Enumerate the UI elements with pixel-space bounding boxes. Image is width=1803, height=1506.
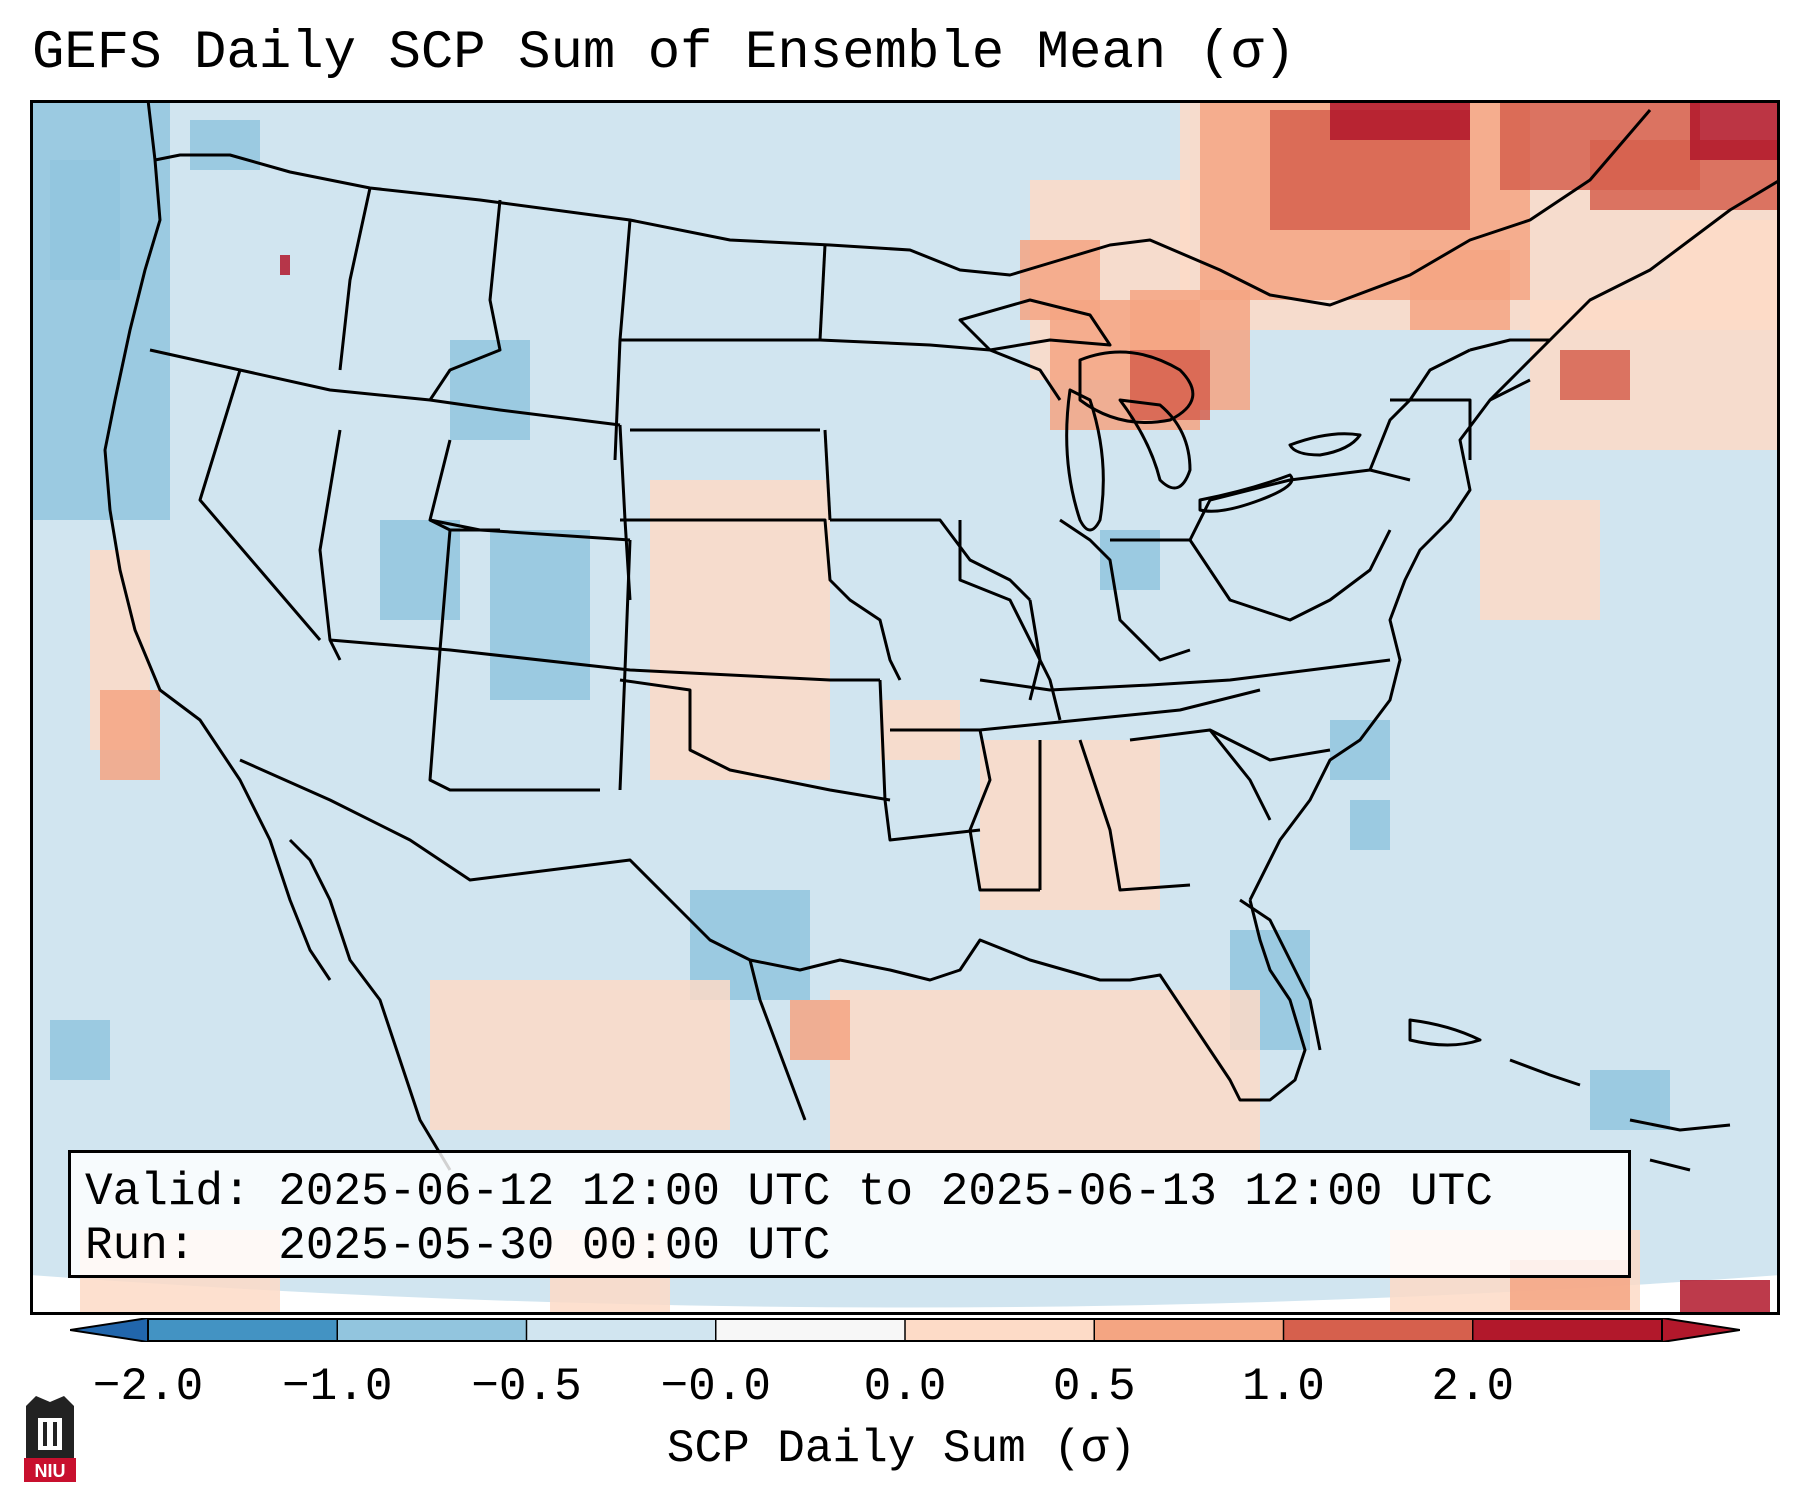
anomaly-cell bbox=[1330, 720, 1390, 780]
anomaly-cell bbox=[1410, 250, 1510, 330]
map-frame bbox=[30, 100, 1780, 1315]
anomaly-cell bbox=[450, 340, 530, 440]
state-borders bbox=[103, 100, 1780, 1172]
run-value: 2025-05-30 00:00 UTC bbox=[278, 1220, 831, 1272]
colorbar-extend-high bbox=[1661, 1318, 1740, 1342]
anomaly-cell bbox=[980, 740, 1160, 910]
anomaly-cell bbox=[1670, 220, 1780, 320]
anomaly-cell bbox=[1560, 350, 1630, 400]
logo-text: NIU bbox=[35, 1461, 66, 1481]
colorbar-tick-label: −0.0 bbox=[660, 1361, 771, 1413]
colorbar-extend-low bbox=[70, 1318, 149, 1342]
anomaly-cell bbox=[430, 980, 730, 1130]
anomaly-cell bbox=[50, 160, 120, 280]
anomaly-cell bbox=[490, 530, 590, 700]
colorbar-tick-label: 2.0 bbox=[1431, 1361, 1515, 1413]
anomaly-cell bbox=[650, 480, 830, 780]
colorbar-tick-label: 0.0 bbox=[863, 1361, 947, 1413]
colorbar-segment bbox=[715, 1319, 906, 1341]
anomaly-cell bbox=[50, 1020, 110, 1080]
outside-projection-area bbox=[30, 1275, 1780, 1315]
colorbar bbox=[70, 1318, 1740, 1342]
anomaly-cells bbox=[30, 100, 1780, 1315]
valid-run-info-box: Valid: 2025-06-12 12:00 UTC to 2025-06-1… bbox=[68, 1150, 1631, 1278]
colorbar-tick-label: −1.0 bbox=[282, 1361, 393, 1413]
valid-row: Valid: 2025-06-12 12:00 UTC to 2025-06-1… bbox=[85, 1165, 1628, 1219]
run-row: Run: 2025-05-30 00:00 UTC bbox=[85, 1219, 1628, 1273]
valid-label: Valid: bbox=[85, 1166, 251, 1218]
anomaly-cell bbox=[1350, 800, 1390, 850]
colorbar-tick-label: −2.0 bbox=[92, 1361, 204, 1413]
anomaly-cell bbox=[190, 120, 260, 170]
anomaly-cell bbox=[1480, 500, 1600, 620]
colorbar-segment bbox=[1094, 1319, 1284, 1341]
colorbar-tick-label: 1.0 bbox=[1242, 1361, 1325, 1413]
anomaly-cell bbox=[280, 255, 290, 275]
anomaly-cell bbox=[1130, 350, 1210, 420]
niu-logo: NIU bbox=[24, 1396, 76, 1482]
anomaly-cell bbox=[100, 690, 160, 780]
colorbar-segment bbox=[148, 1319, 338, 1341]
colorbar-segment bbox=[1283, 1319, 1474, 1341]
colorbar-segment bbox=[1472, 1319, 1663, 1341]
valid-value: 2025-06-12 12:00 UTC to 2025-06-13 12:00… bbox=[278, 1166, 1493, 1218]
colorbar-segment bbox=[905, 1319, 1095, 1341]
colorbar-segment bbox=[526, 1319, 717, 1341]
chart-title: GEFS Daily SCP Sum of Ensemble Mean (σ) bbox=[32, 23, 1296, 84]
colorbar-tick-label: −0.5 bbox=[471, 1361, 582, 1413]
anomaly-cell bbox=[1690, 100, 1780, 160]
colorbar-label: SCP Daily Sum (σ) bbox=[666, 1423, 1137, 1475]
anomaly-cell bbox=[1330, 100, 1470, 140]
colorbar-outline bbox=[147, 1318, 1663, 1342]
colorbar-segment bbox=[337, 1319, 527, 1341]
map-panel bbox=[30, 100, 1780, 1315]
anomaly-cell bbox=[1680, 1280, 1770, 1315]
anomaly-cell bbox=[790, 1000, 850, 1060]
run-label: Run: bbox=[85, 1220, 196, 1272]
anomaly-cell bbox=[830, 990, 1260, 1150]
colorbar-tick-label: 0.5 bbox=[1052, 1361, 1136, 1413]
